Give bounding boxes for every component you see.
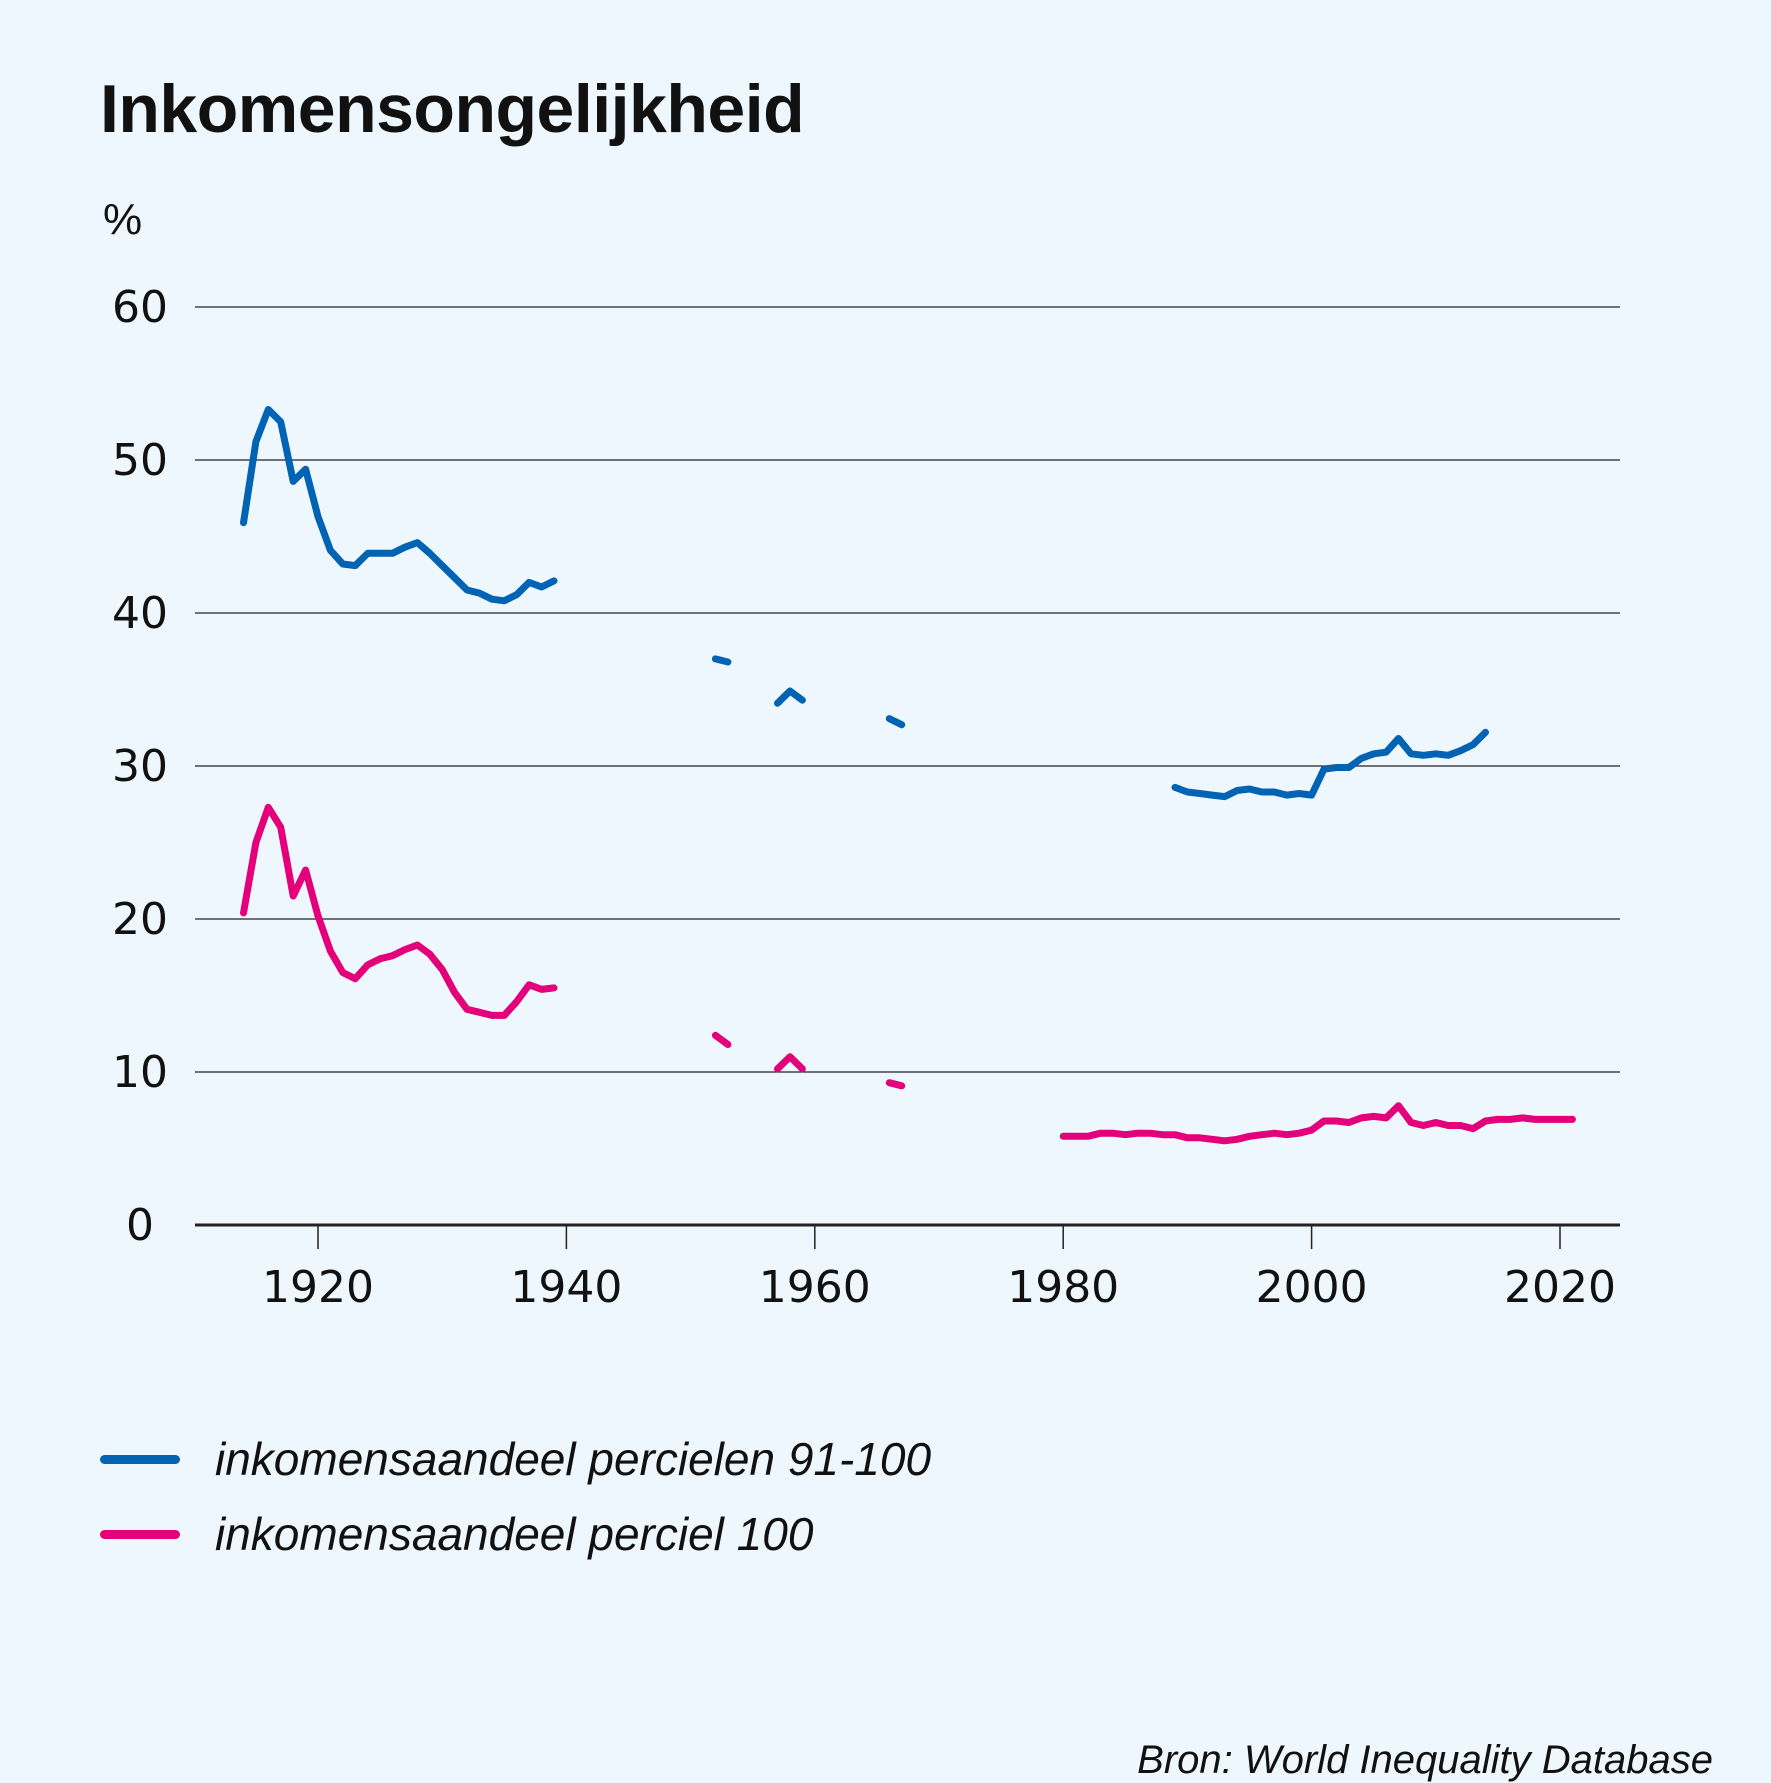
x-tick-label-2020: 2020 xyxy=(1504,1262,1616,1313)
series-line-top10-segment-0 xyxy=(240,406,558,605)
y-tick-label-0: 0 xyxy=(126,1200,154,1251)
series-line-top1-segment-0 xyxy=(240,803,558,1019)
series-top1 xyxy=(240,803,1576,1145)
legend-label-top10: inkomensaandeel percielen 91-100 xyxy=(215,1433,932,1485)
y-tick-label-20: 20 xyxy=(112,894,168,945)
series-line-top10-segment-4 xyxy=(1171,728,1489,801)
series-line-top1-segment-3 xyxy=(885,1079,906,1090)
axis-layer: 0 10 20 30 40 50 60 1920 1940 1960 1980 2000 2020 xyxy=(112,282,1616,1313)
y-tick-label-50: 50 xyxy=(112,435,168,486)
series-line-top1-segment-1 xyxy=(711,1031,732,1048)
series-line-top10-segment-3 xyxy=(885,715,906,729)
series-layer xyxy=(240,406,1576,1145)
series-top10 xyxy=(240,406,1489,801)
x-tick-label-1920: 1920 xyxy=(262,1262,374,1313)
y-tick-label-60: 60 xyxy=(112,282,168,333)
legend-item-top10: inkomensaandeel percielen 91-100 xyxy=(100,1432,931,1486)
source-note: Bron: World Inequality Database xyxy=(1137,1738,1713,1782)
grid-layer xyxy=(195,306,1620,1227)
legend-swatch-top1 xyxy=(100,1529,180,1539)
series-line-top10-segment-2 xyxy=(774,687,806,707)
legend-item-top1: inkomensaandeel perciel 100 xyxy=(100,1507,813,1561)
x-tick-label-1960: 1960 xyxy=(759,1262,871,1313)
series-line-top1-segment-4 xyxy=(1059,1102,1576,1145)
y-tick-label-10: 10 xyxy=(112,1047,168,1098)
y-tick-label-40: 40 xyxy=(112,588,168,639)
x-tick-label-2000: 2000 xyxy=(1256,1262,1368,1313)
x-tick-label-1980: 1980 xyxy=(1007,1262,1119,1313)
legend-label-top1: inkomensaandeel perciel 100 xyxy=(215,1508,814,1560)
x-tick-label-1940: 1940 xyxy=(510,1262,622,1313)
legend-swatch-top10 xyxy=(100,1454,180,1464)
series-line-top1-segment-2 xyxy=(774,1053,806,1073)
series-line-top10-segment-1 xyxy=(711,655,732,666)
y-axis-unit-label: % xyxy=(103,195,143,244)
y-tick-label-30: 30 xyxy=(112,741,168,792)
chart-title: Inkomensongelijkheid xyxy=(100,71,805,147)
